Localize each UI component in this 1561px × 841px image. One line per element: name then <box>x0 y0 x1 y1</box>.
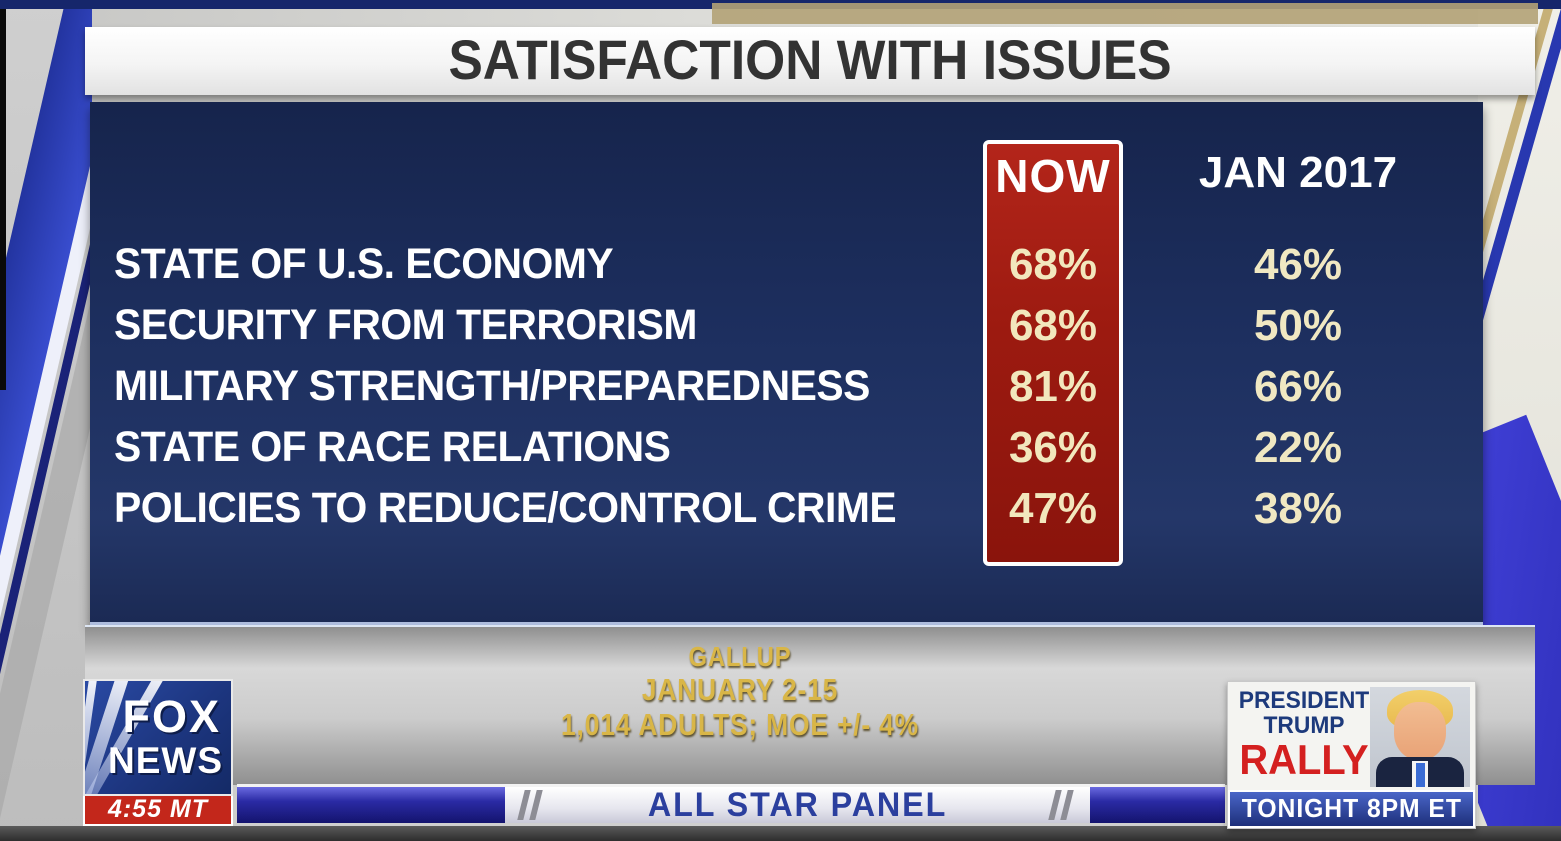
promo-line-president: PRESIDENT <box>1238 687 1370 714</box>
table-row: STATE OF RACE RELATIONS 36% 22% <box>90 417 1483 478</box>
row-label: STATE OF RACE RELATIONS <box>114 423 671 471</box>
promo-schedule-bar: TONIGHT 8PM ET <box>1228 790 1475 828</box>
headline: SATISFACTION WITH ISSUES <box>448 28 1172 91</box>
now-value: 68% <box>1008 240 1098 289</box>
banner-divider-icon <box>1048 790 1078 820</box>
jan-value: 46% <box>1253 240 1343 289</box>
headline-bar: SATISFACTION WITH ISSUES <box>85 27 1535 95</box>
promo-schedule: TONIGHT 8PM ET <box>1241 793 1462 823</box>
banner-divider-icon <box>517 790 547 820</box>
promo-line-trump: TRUMP <box>1263 712 1345 739</box>
studio-backdrop-left <box>0 0 92 841</box>
poll-table-panel: NOW JAN 2017 STATE OF U.S. ECONOMY 68% 4… <box>90 102 1483 625</box>
column-header-now: NOW <box>995 150 1111 202</box>
table-row: STATE OF U.S. ECONOMY 68% 46% <box>90 234 1483 295</box>
jan-value: 38% <box>1253 484 1343 533</box>
show-banner-label: ALL STAR PANEL <box>647 786 948 824</box>
column-header-jan: JAN 2017 <box>1198 148 1398 197</box>
network-name-bottom: NEWS <box>108 740 223 781</box>
jan-value: 50% <box>1253 301 1343 350</box>
row-label: SECURITY FROM TERRORISM <box>114 301 697 349</box>
now-column-highlight: NOW <box>983 140 1123 566</box>
studio-rail <box>712 3 1538 24</box>
show-banner: ALL STAR PANEL <box>237 784 1225 826</box>
show-banner-plate: ALL STAR PANEL <box>505 787 1090 823</box>
fox-news-logo: FOX NEWS 4:55 MT <box>83 679 233 826</box>
table-row: MILITARY STRENGTH/PREPAREDNESS 81% 66% <box>90 356 1483 417</box>
row-label: POLICIES TO REDUCE/CONTROL CRIME <box>114 484 897 532</box>
source-name: GALLUP <box>688 641 792 672</box>
source-attribution: GALLUP JANUARY 2-15 1,014 ADULTS; MOE +/… <box>400 641 1080 743</box>
source-sample: 1,014 ADULTS; MOE +/- 4% <box>561 707 919 742</box>
now-value: 81% <box>1008 362 1098 411</box>
network-name-top: FOX <box>122 691 221 742</box>
promo-headline: PRESIDENT TRUMP RALLY <box>1234 688 1374 782</box>
jan-value: 22% <box>1253 423 1343 472</box>
jan-value: 66% <box>1253 362 1343 411</box>
source-dates: JANUARY 2-15 <box>641 672 839 707</box>
row-label: MILITARY STRENGTH/PREPAREDNESS <box>114 362 870 410</box>
photo-tie <box>1416 763 1425 787</box>
row-label: STATE OF U.S. ECONOMY <box>114 240 614 288</box>
now-value: 68% <box>1008 301 1098 350</box>
photo-face <box>1394 702 1446 760</box>
table-row: POLICIES TO REDUCE/CONTROL CRIME 47% 38% <box>90 478 1483 539</box>
promo-line-rally: RALLY <box>1239 736 1369 783</box>
frame-edge <box>0 0 6 390</box>
promo-card: PRESIDENT TRUMP RALLY TONIGHT 8PM ET <box>1227 681 1476 829</box>
now-value: 47% <box>1008 484 1098 533</box>
clock-badge: 4:55 MT <box>83 796 233 826</box>
trump-photo <box>1370 687 1470 787</box>
now-value: 36% <box>1008 423 1098 472</box>
bottom-bar <box>0 826 1561 841</box>
table-row: SECURITY FROM TERRORISM 68% 50% <box>90 295 1483 356</box>
fox-logo-box: FOX NEWS <box>83 679 233 796</box>
